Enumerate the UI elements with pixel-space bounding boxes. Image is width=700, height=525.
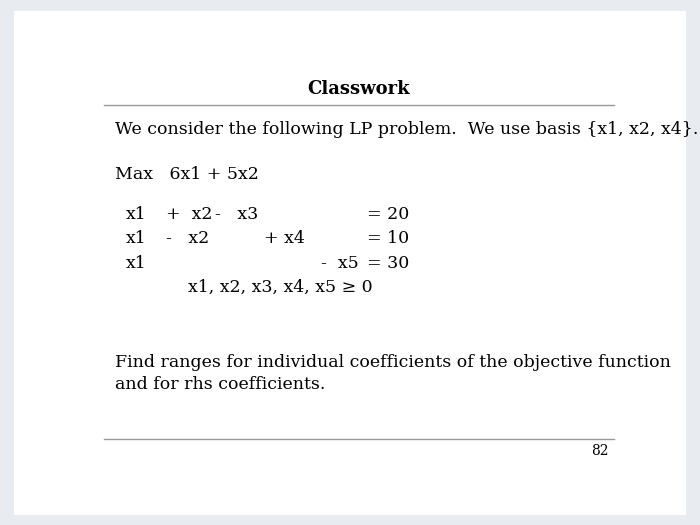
Text: 82: 82 — [591, 444, 608, 458]
Text: +  x2: + x2 — [166, 206, 213, 223]
Text: = 10: = 10 — [367, 230, 409, 247]
Text: x1: x1 — [125, 255, 146, 271]
Text: Find ranges for individual coefficients of the objective function: Find ranges for individual coefficients … — [115, 354, 671, 371]
Text: x1: x1 — [125, 206, 146, 223]
Text: = 30: = 30 — [367, 255, 409, 271]
Text: Classwork: Classwork — [307, 80, 410, 98]
Text: -   x2: - x2 — [166, 230, 209, 247]
Text: x1: x1 — [125, 230, 146, 247]
Text: -  x5: - x5 — [321, 255, 358, 271]
Text: and for rhs coefficients.: and for rhs coefficients. — [115, 376, 325, 393]
Text: We consider the following LP problem.  We use basis {x1, x2, x4}.: We consider the following LP problem. We… — [115, 121, 698, 138]
Text: -   x3: - x3 — [215, 206, 258, 223]
Text: + x4: + x4 — [264, 230, 304, 247]
Text: = 20: = 20 — [367, 206, 409, 223]
Text: x1, x2, x3, x4, x5 ≥ 0: x1, x2, x3, x4, x5 ≥ 0 — [188, 279, 372, 296]
Text: Max   6x1 + 5x2: Max 6x1 + 5x2 — [115, 166, 258, 183]
